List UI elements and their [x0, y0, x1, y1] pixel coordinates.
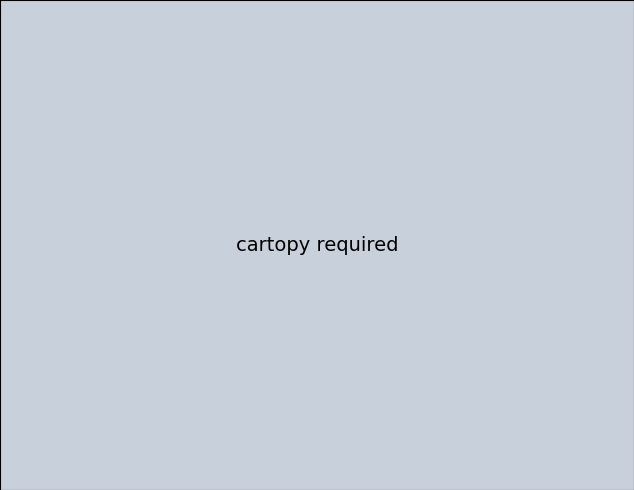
Text: cartopy required: cartopy required — [236, 236, 398, 254]
